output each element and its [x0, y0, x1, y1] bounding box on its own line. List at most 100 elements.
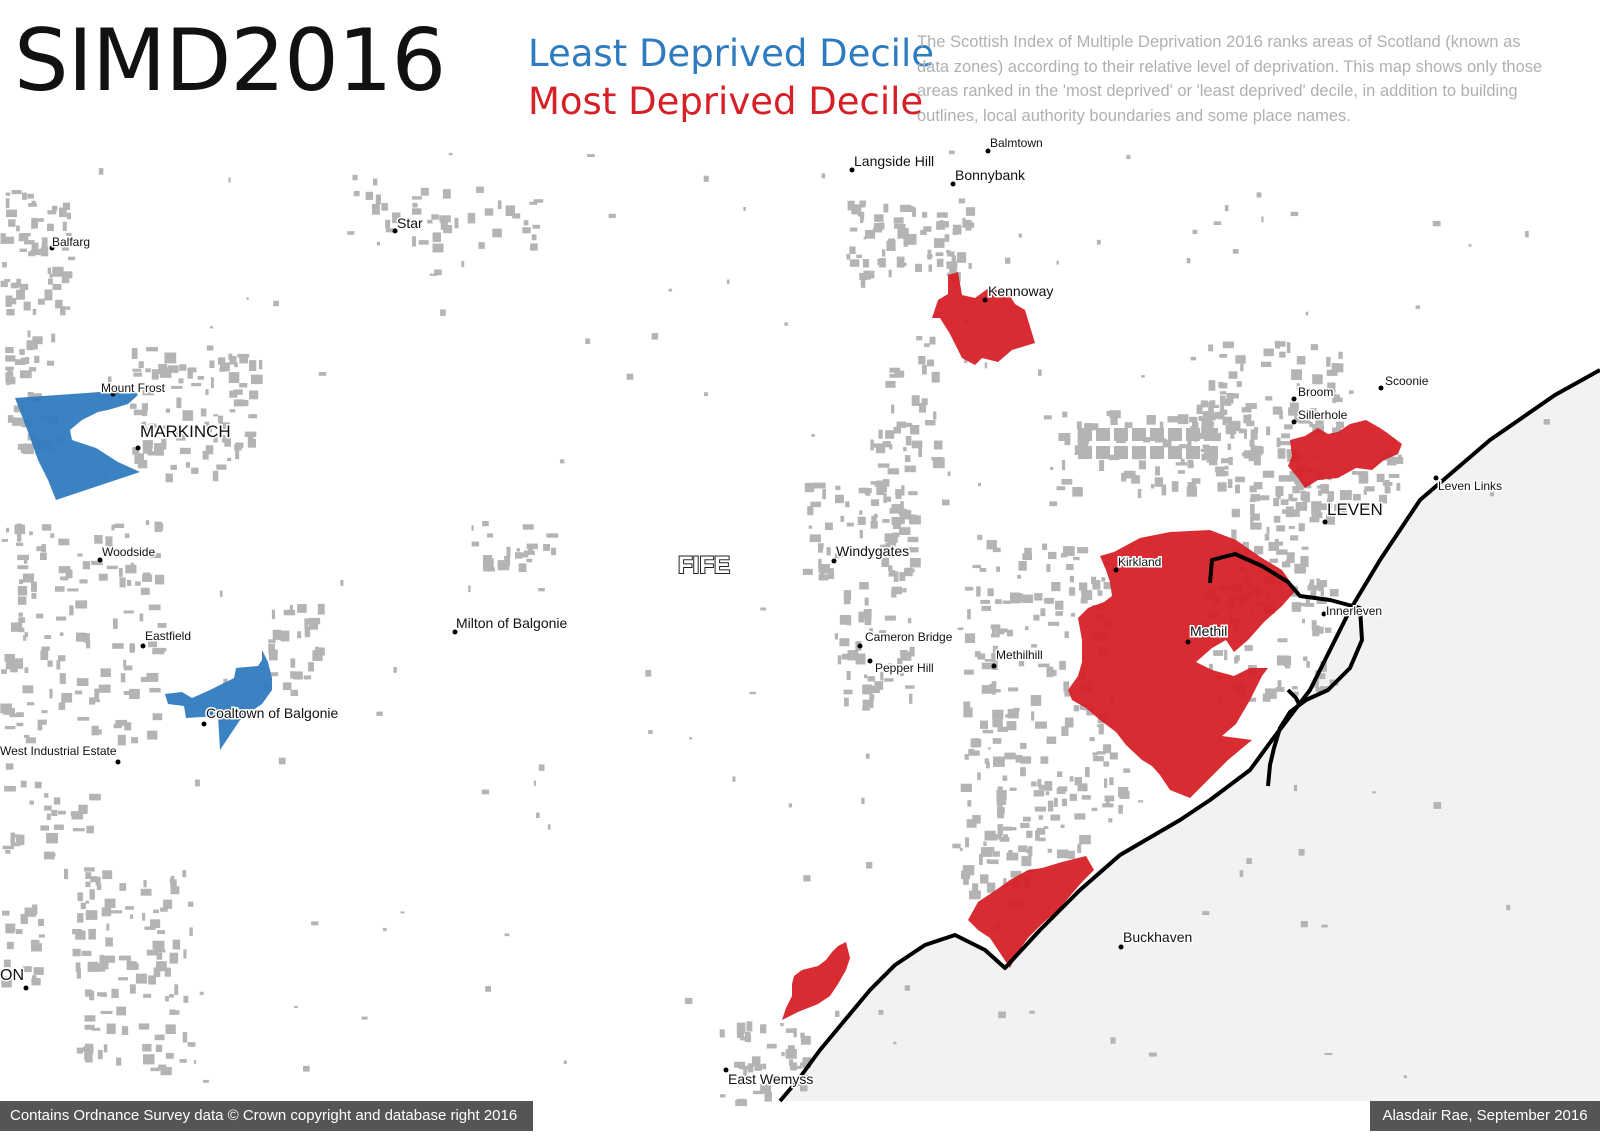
place-label-sillerhole[interactable]: Sillerhole [1297, 407, 1350, 424]
building [888, 238, 896, 248]
place-label-leven-links[interactable]: Leven Links [1437, 478, 1504, 495]
building [1333, 394, 1340, 400]
building [32, 975, 37, 979]
place-label-windygates[interactable]: Windygates [835, 542, 911, 561]
building [105, 937, 113, 947]
most-deprived-zone-kennoway[interactable] [932, 272, 1035, 365]
building [29, 800, 34, 805]
place-label-methilhill[interactable]: Methilhill [995, 647, 1045, 664]
most-deprived-zone-sillerhole[interactable] [1288, 420, 1402, 488]
building [898, 508, 907, 516]
place-label-woodside[interactable]: Woodside [101, 544, 157, 561]
building [807, 506, 814, 516]
building [1114, 446, 1128, 459]
place-label-pepper-hill[interactable]: Pepper Hill [874, 660, 936, 677]
building [1074, 777, 1082, 786]
building [991, 652, 999, 662]
building [908, 491, 918, 496]
place-label-broom[interactable]: Broom [1297, 384, 1335, 401]
building [85, 1053, 93, 1063]
building [922, 364, 927, 375]
building [997, 829, 1003, 840]
least-deprived-zone-coaltown[interactable] [165, 650, 272, 750]
place-label-balfarg[interactable]: Balfarg [51, 234, 92, 251]
building [176, 430, 186, 441]
building [964, 358, 968, 364]
most-deprived-zone-methil[interactable] [1068, 530, 1296, 798]
building [41, 524, 52, 531]
place-label-on[interactable]: ON [0, 966, 26, 986]
building [1089, 737, 1095, 742]
place-label-milton[interactable]: Milton of Balgonie [455, 614, 570, 633]
building [75, 930, 86, 940]
building [587, 154, 595, 157]
building [1064, 691, 1073, 697]
place-label-kennoway[interactable]: Kennoway [987, 282, 1055, 301]
building [229, 390, 238, 398]
building [871, 500, 878, 504]
place-label-mount-frost[interactable]: Mount Frost [100, 380, 168, 397]
most-deprived-zone-east-wemyss[interactable] [782, 942, 850, 1020]
building [843, 689, 853, 695]
building [862, 684, 873, 695]
place-label-balgonie-top[interactable]: Balmtown [989, 135, 1045, 152]
building [76, 968, 81, 979]
place-label-star[interactable]: Star [396, 214, 425, 233]
building [46, 813, 51, 820]
building [9, 713, 19, 718]
building [884, 678, 894, 682]
place-label-kirkland[interactable]: Kirkland [1117, 554, 1163, 571]
place-label-coaltown[interactable]: Coaltown of Balgonie [205, 704, 341, 723]
building [997, 804, 1003, 810]
building [887, 538, 896, 546]
place-label-langside-hill[interactable]: Langside Hill [853, 152, 936, 171]
legend: Least Deprived Decile Most Deprived Deci… [528, 30, 934, 126]
building [515, 552, 523, 559]
building [347, 231, 355, 235]
place-label-methil[interactable]: Methil [1189, 622, 1229, 641]
building [919, 403, 927, 413]
building [80, 902, 86, 910]
building [893, 524, 901, 529]
place-label-west-industrial[interactable]: West Industrial Estate [0, 743, 118, 760]
most-deprived-zone-buckhaven[interactable] [968, 856, 1094, 968]
place-label-leven[interactable]: LEVEN [1326, 499, 1385, 521]
building [974, 651, 981, 657]
building [64, 868, 69, 880]
building [1250, 516, 1254, 525]
building [1276, 437, 1281, 448]
building [870, 481, 881, 485]
building [1, 538, 8, 542]
building [760, 607, 767, 611]
place-label-eastfield[interactable]: Eastfield [144, 628, 193, 645]
place-label-cameron-bridge[interactable]: Cameron Bridge [864, 629, 955, 646]
least-deprived-zone-markinch[interactable] [15, 386, 140, 500]
place-label-innerleven[interactable]: Innerleven [1325, 603, 1384, 620]
place-label-buckhaven[interactable]: Buckhaven [1122, 928, 1194, 947]
place-label-markinch[interactable]: MARKINCH [139, 421, 233, 443]
building [874, 513, 878, 519]
place-label-east-wemyss[interactable]: East Wemyss [727, 1070, 815, 1089]
building [1468, 244, 1472, 247]
building [1104, 778, 1108, 788]
building [20, 370, 32, 379]
place-label-bonnybank[interactable]: Bonnybank [954, 166, 1028, 185]
building [60, 576, 69, 581]
building [1186, 258, 1191, 264]
building [63, 271, 73, 279]
building [1295, 502, 1308, 511]
building [1215, 466, 1225, 473]
building [885, 430, 895, 439]
building [87, 961, 98, 972]
place-marker-scoonie [1378, 385, 1384, 391]
building [1033, 790, 1045, 797]
building [1305, 311, 1309, 316]
building [843, 590, 852, 601]
building [1280, 441, 1291, 446]
place-label-scoonie[interactable]: Scoonie [1384, 373, 1431, 390]
building [891, 504, 901, 514]
building [1096, 751, 1106, 755]
place-marker-east-wemyss [723, 1067, 729, 1073]
